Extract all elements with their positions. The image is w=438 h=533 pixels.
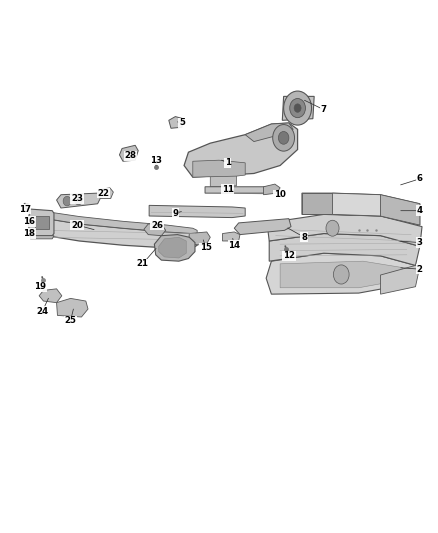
Polygon shape (39, 289, 62, 303)
Text: 19: 19 (34, 282, 46, 291)
Polygon shape (223, 232, 240, 241)
Circle shape (333, 265, 349, 284)
Polygon shape (381, 195, 420, 225)
Text: 26: 26 (151, 221, 163, 230)
Circle shape (284, 91, 311, 125)
Polygon shape (149, 205, 245, 217)
Text: 15: 15 (200, 244, 212, 253)
Text: 24: 24 (36, 307, 48, 316)
Polygon shape (154, 235, 195, 261)
Text: 2: 2 (417, 265, 423, 273)
Polygon shape (283, 96, 314, 120)
Text: 17: 17 (19, 205, 31, 214)
Polygon shape (245, 123, 293, 142)
Polygon shape (159, 237, 186, 258)
Circle shape (294, 104, 301, 112)
Polygon shape (98, 188, 113, 198)
Text: 4: 4 (417, 206, 423, 215)
Polygon shape (120, 146, 138, 161)
Polygon shape (193, 160, 245, 177)
Polygon shape (30, 236, 54, 239)
Polygon shape (264, 184, 280, 195)
Text: 13: 13 (150, 156, 162, 165)
Text: 14: 14 (228, 241, 240, 250)
Polygon shape (40, 211, 197, 236)
Polygon shape (28, 209, 54, 236)
Polygon shape (280, 261, 403, 288)
Polygon shape (210, 175, 237, 187)
Text: 25: 25 (65, 316, 77, 325)
Polygon shape (36, 217, 197, 248)
Bar (35, 216, 49, 229)
Text: 28: 28 (125, 151, 137, 160)
Text: 22: 22 (97, 189, 110, 198)
Text: 3: 3 (417, 238, 423, 247)
Text: 12: 12 (283, 252, 295, 260)
Circle shape (326, 220, 339, 236)
Circle shape (279, 132, 289, 144)
Text: 18: 18 (23, 229, 35, 238)
Polygon shape (57, 193, 100, 208)
Polygon shape (184, 123, 297, 177)
Circle shape (74, 195, 82, 205)
Circle shape (290, 99, 305, 118)
Polygon shape (302, 193, 332, 214)
Text: 6: 6 (417, 174, 423, 183)
Circle shape (273, 125, 294, 151)
Text: 20: 20 (71, 221, 83, 230)
Polygon shape (205, 192, 274, 194)
Polygon shape (302, 193, 420, 225)
Polygon shape (266, 253, 416, 294)
Polygon shape (269, 233, 420, 265)
Text: 21: 21 (137, 260, 148, 268)
Polygon shape (267, 214, 422, 246)
Text: 16: 16 (23, 217, 35, 226)
Text: 5: 5 (179, 118, 185, 127)
Text: 10: 10 (274, 190, 286, 199)
Polygon shape (144, 224, 166, 236)
Polygon shape (57, 298, 88, 317)
Polygon shape (234, 219, 291, 235)
Polygon shape (332, 193, 381, 216)
Text: 23: 23 (71, 194, 83, 203)
Text: 9: 9 (172, 209, 178, 218)
Text: 8: 8 (301, 233, 307, 242)
Text: 7: 7 (321, 105, 327, 114)
Polygon shape (188, 232, 210, 245)
Polygon shape (381, 265, 420, 294)
Text: 11: 11 (222, 185, 234, 194)
Polygon shape (169, 117, 183, 128)
Circle shape (63, 196, 71, 206)
Polygon shape (205, 187, 274, 193)
Text: 1: 1 (225, 158, 231, 167)
